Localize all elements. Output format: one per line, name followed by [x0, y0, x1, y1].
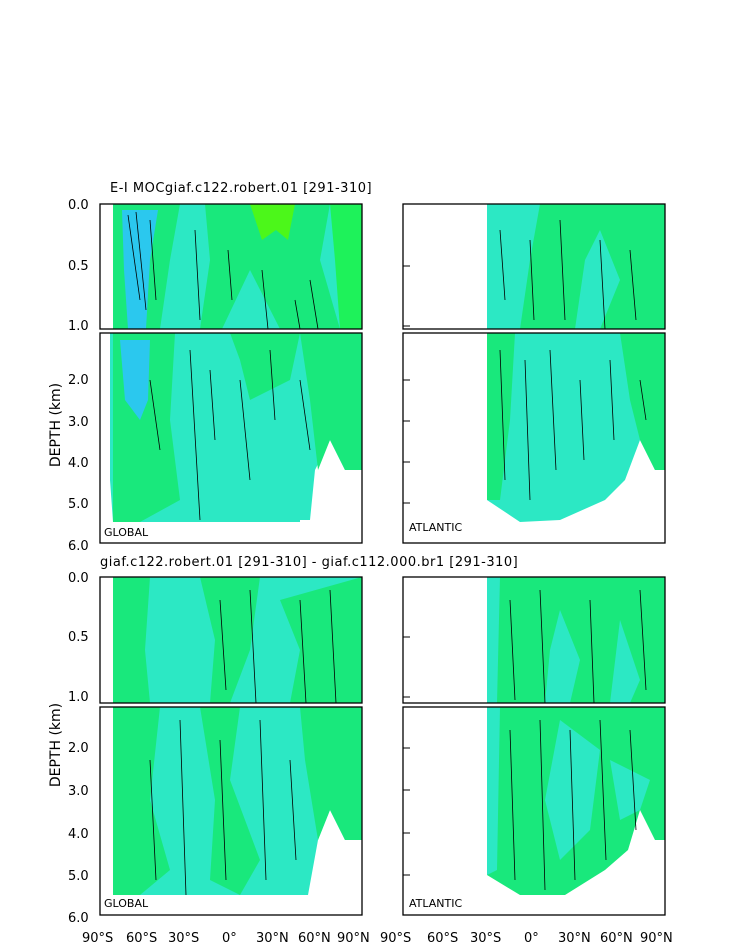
x-tick-0-global: 0° [222, 931, 237, 945]
chart-title-top: E-I MOCgiaf.c122.robert.01 [291-310] [110, 181, 372, 196]
global-moc-upper-field [100, 204, 362, 329]
x-tick-30N-atlantic: 30°N [558, 931, 591, 945]
global-diff-deep-frame [99, 706, 363, 916]
global-upper-frame [99, 203, 363, 330]
y-tick-5.0-row2: 5.0 [68, 869, 89, 884]
global-diff-upper-frame [99, 576, 363, 704]
y-tick-3.0-row2: 3.0 [68, 784, 89, 799]
y-tick-0.5-row2: 0.5 [68, 630, 89, 645]
region-label-global-diff: GLOBAL [104, 897, 149, 910]
region-label-global: GLOBAL [104, 526, 149, 539]
y-tick-1.0-row1: 1.0 [68, 319, 89, 334]
atlantic-deep-frame [402, 332, 666, 544]
atlantic-y-tick-marks [403, 265, 410, 876]
x-tick-60N-global: 60°N [298, 931, 331, 945]
y-tick-2.0-row2: 2.0 [68, 741, 89, 756]
x-tick-0-atlantic: 0° [524, 931, 539, 945]
x-tick-90N-atlantic: 90°N [640, 931, 673, 945]
x-tick-90N-global: 90°N [337, 931, 370, 945]
atlantic-diff-upper-frame [402, 576, 666, 704]
atlantic-moc-deep-field [487, 333, 665, 522]
global-moc-deep-field [100, 333, 362, 543]
atlantic-diff-deep-field [487, 707, 665, 895]
x-tick-30S-atlantic: 30°S [470, 931, 501, 945]
y-tick-6.0-row2: 6.0 [68, 911, 89, 926]
y-tick-6.0-row1: 6.0 [68, 539, 89, 554]
atlantic-moc-upper-field [487, 204, 665, 329]
x-tick-30N-global: 30°N [256, 931, 289, 945]
y-tick-4.0-row2: 4.0 [68, 827, 89, 842]
x-tick-90S-global: 90°S [82, 931, 113, 945]
y-tick-0.0-row1: 0.0 [68, 198, 89, 213]
y-axis-label-top: DEPTH (km) [48, 383, 64, 467]
atlantic-diff-deep-frame [402, 706, 666, 916]
y-axis-label-bottom: DEPTH (km) [48, 703, 64, 787]
y-tick-0.5-row1: 0.5 [68, 259, 89, 274]
global-deep-frame [99, 332, 363, 544]
y-tick-2.0-row1: 2.0 [68, 373, 89, 388]
y-tick-1.0-row2: 1.0 [68, 690, 89, 705]
x-tick-60S-global: 60°S [126, 931, 157, 945]
x-tick-90S-atlantic: 90°S [380, 931, 411, 945]
chart-title-bottom: giaf.c122.robert.01 [291-310] - giaf.c11… [100, 555, 518, 570]
y-tick-0.0-row2: 0.0 [68, 571, 89, 586]
y-tick-4.0-row1: 4.0 [68, 456, 89, 471]
region-label-atlantic-diff: ATLANTIC [409, 897, 462, 910]
atlantic-diff-upper-field [487, 577, 665, 703]
global-diff-deep-field [113, 707, 362, 896]
x-tick-60N-atlantic: 60°N [600, 931, 633, 945]
region-label-atlantic: ATLANTIC [409, 521, 462, 534]
y-tick-3.0-row1: 3.0 [68, 415, 89, 430]
y-tick-5.0-row1: 5.0 [68, 497, 89, 512]
global-diff-upper-field [100, 577, 362, 703]
x-tick-30S-global: 30°S [168, 931, 199, 945]
x-tick-60S-atlantic: 60°S [427, 931, 458, 945]
